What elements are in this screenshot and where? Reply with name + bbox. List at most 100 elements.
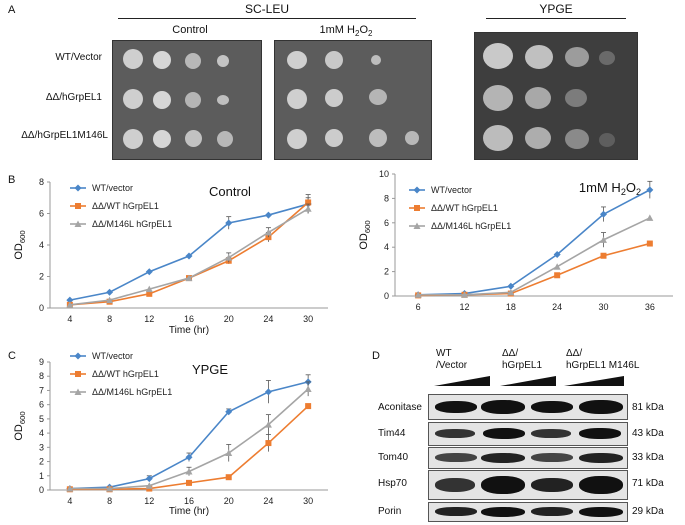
data-point — [66, 301, 74, 308]
colony-spot — [599, 133, 615, 147]
panel-label-d: D — [372, 350, 380, 362]
loading-wedges — [434, 376, 624, 386]
colony-spot — [483, 85, 513, 111]
colony-spot — [405, 131, 419, 145]
colony-spot — [287, 89, 307, 109]
y-tick-label: 1 — [39, 471, 44, 481]
data-point — [264, 211, 272, 219]
group-hgrpel1-line2: hGrpEL1 — [502, 360, 543, 371]
data-point — [304, 205, 312, 212]
colony-spot — [483, 43, 513, 69]
colony-spot — [217, 131, 233, 147]
colony-spot — [185, 92, 201, 108]
x-tick-label: 30 — [303, 496, 313, 506]
blot-label-tom40: Tom40 — [378, 452, 409, 463]
data-point — [304, 385, 312, 393]
x-tick-label: 30 — [303, 314, 313, 324]
data-point — [225, 254, 233, 261]
legend-label: ΔΔ/WT hGrpEL1 — [431, 203, 498, 213]
x-tick-label: 18 — [506, 302, 516, 312]
x-tick-label: 24 — [263, 314, 273, 324]
x-tick-label: 4 — [67, 314, 72, 324]
colony-spot — [565, 89, 587, 107]
data-point — [600, 210, 607, 218]
legend-marker — [413, 186, 421, 194]
colony-spot — [153, 130, 171, 148]
x-tick-label: 4 — [67, 496, 72, 506]
legend-marker — [75, 203, 81, 209]
colony-spot — [287, 129, 307, 149]
y-tick-label: 5 — [39, 414, 44, 424]
legend-marker — [74, 388, 82, 395]
y-tick-label: 6 — [384, 218, 389, 228]
data-point — [265, 440, 272, 447]
colony-spot — [153, 51, 171, 69]
colony-spot — [217, 95, 229, 105]
band — [435, 453, 477, 462]
data-point — [106, 296, 114, 304]
data-point — [145, 482, 153, 489]
colony-spot — [287, 51, 307, 69]
data-point — [414, 291, 422, 298]
data-point — [145, 475, 153, 483]
group-m146l-line1: ΔΔ/ — [566, 348, 583, 359]
data-point — [553, 263, 561, 270]
data-point — [600, 236, 607, 243]
data-point — [225, 408, 233, 416]
data-point — [225, 474, 232, 481]
data-point — [646, 214, 654, 221]
x-tick-label: 12 — [144, 314, 154, 324]
series-line — [418, 217, 651, 296]
legend-label: WT/vector — [431, 185, 472, 195]
band — [579, 507, 623, 517]
group-hgrpel1-line1: ΔΔ/ — [502, 348, 519, 359]
data-point — [264, 421, 272, 428]
data-point — [225, 219, 233, 227]
colony-spot — [153, 91, 171, 109]
blot-aconitase — [428, 394, 628, 420]
y-tick-label: 0 — [384, 291, 389, 301]
data-point — [106, 485, 114, 492]
legend-label: ΔΔ/M146L hGrpEL1 — [92, 219, 172, 229]
blot-label-tim44: Tim44 — [378, 428, 406, 439]
data-point — [66, 485, 74, 492]
data-point — [507, 282, 515, 290]
colony-spot — [565, 129, 589, 149]
x-tick-label: 8 — [107, 496, 112, 506]
kda-aconitase: 81 kDa — [632, 402, 664, 413]
colony-spot — [123, 129, 143, 149]
legend-label: ΔΔ/WT hGrpEL1 — [92, 201, 159, 211]
kda-tim44: 43 kDa — [632, 428, 664, 439]
data-point — [461, 291, 468, 298]
colony-spot — [565, 47, 589, 67]
strain-label-hgrpel1: ΔΔ/hGrpEL1 — [45, 92, 102, 103]
y-axis-label: OD600 — [358, 220, 372, 249]
data-point — [145, 268, 153, 276]
band — [579, 400, 623, 414]
data-point — [264, 228, 272, 236]
blot-hsp70 — [428, 470, 628, 500]
group-wt-line1: WT — [436, 348, 452, 359]
y-tick-label: 8 — [39, 371, 44, 381]
colony-spot — [123, 49, 143, 69]
colony-spot — [123, 89, 143, 109]
medium-ypge-header: YPGE — [539, 2, 573, 16]
x-tick-label: 24 — [263, 496, 273, 506]
colony-spot — [369, 89, 387, 105]
group-m146l-line2: hGrpEL1 M146L — [566, 360, 640, 371]
colony-spot — [483, 125, 513, 151]
data-point — [106, 288, 114, 296]
y-axis-label: OD600 — [13, 230, 27, 259]
data-point — [646, 186, 654, 194]
series-line — [418, 189, 651, 296]
y-tick-label: 4 — [384, 242, 389, 252]
legend-label: ΔΔ/M146L hGrpEL1 — [92, 387, 172, 397]
data-point — [185, 468, 193, 475]
legend-marker — [413, 222, 421, 229]
chart-title: Control — [209, 184, 251, 199]
band — [483, 428, 525, 439]
x-axis-label: Time (hr) — [169, 325, 209, 336]
data-point — [186, 479, 192, 486]
